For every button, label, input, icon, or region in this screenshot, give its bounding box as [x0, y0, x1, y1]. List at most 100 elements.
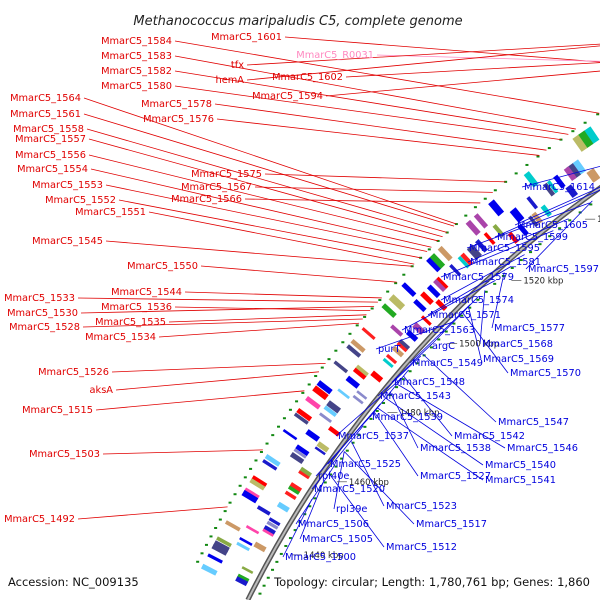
gene-feature-block — [287, 485, 300, 495]
label-connector-line — [148, 211, 415, 265]
tick-mark — [254, 459, 258, 462]
gene-feature-block — [412, 322, 426, 336]
gene-feature-block — [276, 501, 290, 513]
label-connector-line — [244, 198, 481, 204]
gene-feature-block — [449, 263, 462, 277]
gene-label: MmarC5_1599 — [497, 232, 568, 243]
gene-label: MmarC5_1571 — [430, 310, 501, 321]
gene-label: MmarC5_1506 — [298, 519, 369, 530]
gene-label: MmarC5_1526 — [38, 367, 109, 378]
gene-feature-block — [420, 315, 432, 326]
label-connector-line — [369, 369, 409, 418]
label-connector-line — [200, 265, 397, 283]
tick-mark — [314, 375, 318, 378]
label-connector-line — [391, 343, 433, 383]
gene-feature-block — [385, 353, 398, 365]
gene-label: MmarC5_1538 — [420, 443, 491, 454]
tick-mark — [223, 510, 227, 513]
tick-mark — [233, 493, 237, 496]
gene-feature-block — [546, 180, 559, 194]
gene-feature-block — [239, 536, 253, 547]
tick-mark — [484, 290, 488, 293]
gene-label: MmarC5_1557 — [15, 134, 86, 145]
gene-label: MmarC5_1594 — [252, 91, 323, 102]
tick-mark — [370, 307, 374, 310]
gene-label: MmarC5_1561 — [10, 109, 81, 120]
gene-label: MmarC5_1549 — [412, 358, 483, 369]
label-connector-line — [214, 103, 547, 151]
gene-feature-block — [211, 543, 228, 556]
gene-feature-block — [345, 375, 360, 389]
gene-feature-block — [296, 407, 313, 422]
tick-mark — [548, 235, 552, 238]
gene-feature-block — [437, 245, 453, 262]
label-connector-line — [86, 128, 448, 233]
gene-feature-block — [207, 553, 223, 564]
tick-mark — [483, 197, 487, 200]
tick-mark — [243, 476, 247, 479]
gene-feature-block — [586, 168, 600, 183]
tick-mark — [249, 467, 253, 470]
gene-feature-block — [433, 278, 447, 292]
gene-label: MmarC5_1546 — [507, 443, 578, 454]
label-connector-line — [466, 202, 590, 249]
gene-feature-block — [396, 341, 408, 353]
gene-feature-block — [263, 525, 276, 536]
gene-label: MmarC5_1520 — [314, 484, 385, 495]
gene-feature-block — [323, 405, 338, 418]
label-connector-line — [403, 375, 453, 437]
label-connector-line — [295, 465, 335, 525]
label-connector-line — [168, 314, 367, 323]
gene-feature-block — [350, 338, 366, 353]
tick-mark — [444, 330, 448, 333]
tick-mark — [529, 251, 533, 254]
label-connector-line — [440, 254, 525, 301]
gene-feature-block — [305, 396, 321, 410]
tick-mark — [493, 282, 497, 285]
tick-mark — [298, 521, 302, 524]
gene-label: MmarC5_1533 — [4, 293, 75, 304]
label-connector-line — [246, 45, 600, 81]
tick-mark — [271, 568, 275, 571]
gene-feature-block — [216, 536, 232, 548]
label-connector-line — [82, 318, 363, 328]
gene-label: MmarC5_1564 — [10, 93, 81, 104]
label-connector-line — [90, 168, 432, 248]
tick-mark — [386, 290, 390, 293]
gene-label: rpl39e — [336, 504, 367, 515]
gene-label: MmarC5_1537 — [338, 431, 409, 442]
gene-label: MmarC5_1581 — [470, 257, 541, 268]
gene-label: MmarC5_1515 — [22, 405, 93, 416]
label-connector-line — [88, 138, 443, 238]
tick-mark — [493, 189, 497, 192]
gene-label: MmarC5_1614 — [524, 182, 595, 193]
gene-label: MmarC5_1575 — [191, 169, 262, 180]
kbp-tick-label: 1460 kbp — [349, 478, 389, 488]
tick-mark — [279, 552, 283, 555]
tick-mark — [375, 409, 379, 412]
tick-mark — [340, 457, 344, 460]
gene-feature-block — [268, 517, 281, 527]
label-connector-line — [467, 218, 569, 263]
tick-mark — [547, 147, 551, 150]
gene-label: MmarC5_R0031 — [296, 50, 374, 61]
tick-mark — [238, 484, 242, 487]
tick-mark — [468, 306, 472, 309]
label-connector-line — [325, 70, 600, 97]
gene-feature-block — [293, 412, 309, 425]
tick-mark — [473, 206, 477, 209]
genome-backbone-highlight — [246, 186, 600, 600]
tick-mark — [536, 155, 540, 158]
gene-feature-block — [356, 390, 368, 400]
tick-mark — [258, 592, 262, 595]
gene-label: MmarC5_1503 — [29, 449, 100, 460]
tick-mark — [476, 298, 480, 301]
gene-label: MmarC5_1540 — [485, 460, 556, 471]
gene-label: MmarC5_1512 — [386, 542, 457, 553]
gene-feature-block — [224, 520, 241, 532]
label-connector-line — [184, 291, 382, 299]
tick-mark — [307, 383, 311, 386]
tick-mark — [408, 370, 412, 373]
gene-feature-block — [284, 490, 297, 500]
gene-feature-block — [475, 239, 488, 253]
